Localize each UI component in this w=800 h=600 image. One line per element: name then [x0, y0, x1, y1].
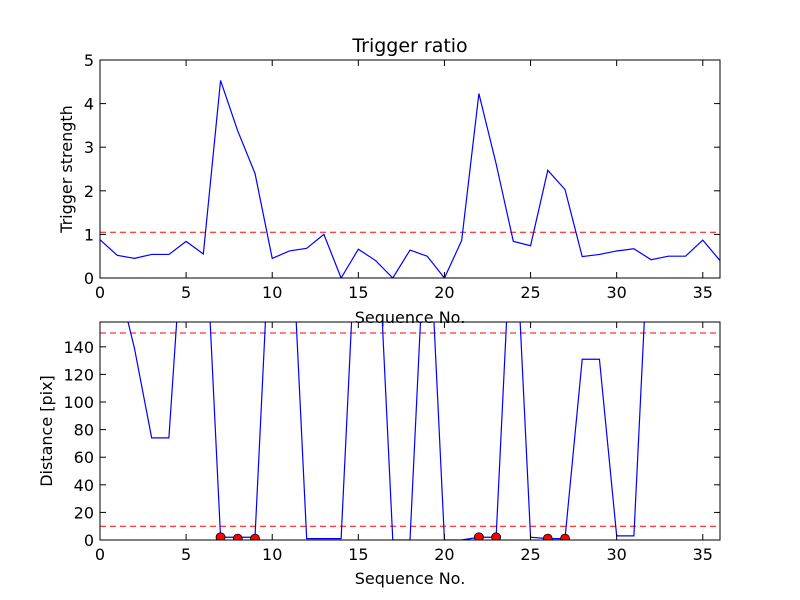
- top-x-axis-label: Sequence No.: [355, 308, 466, 327]
- bottom-match-marker: [473, 532, 484, 540]
- bottom-match-marker: [250, 533, 260, 540]
- bottom-match-marker: [560, 533, 570, 540]
- bottom-x-tick-label: 30: [606, 545, 626, 564]
- top-x-tick-label: 25: [520, 283, 540, 302]
- bottom-y-tick-label: 0: [84, 531, 94, 550]
- bottom-y-tick-label: 140: [63, 338, 94, 357]
- top-y-tick-label: 3: [84, 138, 94, 157]
- top-x-tick-label: 10: [262, 283, 282, 302]
- chart-title: Trigger ratio: [351, 35, 467, 57]
- top-plot: Trigger ratio 0 5 10 15 20 25 30 35 0 1 2 3 4 5 Seque…: [57, 35, 721, 327]
- top-y-tick-label: 2: [84, 182, 94, 201]
- bottom-y-tick-label: 80: [74, 421, 94, 440]
- bottom-x-tick-label: 35: [693, 545, 713, 564]
- bottom-x-tick-label: 20: [434, 545, 454, 564]
- bottom-x-tick-label: 5: [181, 545, 191, 564]
- bottom-y-tick-label: 100: [63, 393, 94, 412]
- bottom-plot: 0 5 10 15 20 25 30 35 0 20 40 60 80 100 120 140 Sequenc…: [37, 321, 721, 588]
- top-series-line: [100, 80, 720, 278]
- bottom-y-axis-label: Distance [pix]: [37, 375, 56, 487]
- bottom-match-marker: [491, 532, 502, 540]
- top-y-tick-label: 1: [84, 225, 94, 244]
- top-x-tick-label: 15: [348, 283, 368, 302]
- top-ticks: 0 5 10 15 20 25 30 35 0 1 2 3 4 5: [84, 51, 720, 302]
- bottom-match-marker: [232, 533, 243, 540]
- bottom-x-tick-label: 0: [95, 545, 105, 564]
- bottom-plot-area: [100, 322, 720, 540]
- bottom-y-tick-label: 40: [74, 476, 94, 495]
- bottom-y-tick-label: 20: [74, 503, 94, 522]
- bottom-ticks: 0 5 10 15 20 25 30 35 0 20 40 60 80 100 120 140: [63, 322, 720, 564]
- bottom-y-tick-label: 60: [74, 448, 94, 467]
- top-plot-area: [100, 80, 720, 278]
- top-x-tick-label: 0: [95, 283, 105, 302]
- top-axes-frame: [99, 59, 721, 279]
- bottom-y-tick-label: 120: [63, 365, 94, 384]
- bottom-x-tick-label: 25: [520, 545, 540, 564]
- bottom-series-line: [127, 322, 645, 540]
- top-x-tick-label: 35: [693, 283, 713, 302]
- top-y-tick-label: 0: [84, 269, 94, 288]
- top-x-tick-label: 20: [434, 283, 454, 302]
- top-y-tick-label: 4: [84, 95, 94, 114]
- bottom-x-axis-label: Sequence No.: [355, 569, 466, 588]
- bottom-match-marker: [542, 533, 553, 540]
- top-x-tick-label: 5: [181, 283, 191, 302]
- top-y-tick-label: 5: [84, 51, 94, 70]
- top-y-axis-label: Trigger strength: [57, 105, 76, 234]
- bottom-x-tick-label: 10: [262, 545, 282, 564]
- top-x-tick-label: 30: [606, 283, 626, 302]
- bottom-axes-frame: [99, 321, 721, 541]
- bottom-match-marker: [215, 532, 226, 540]
- bottom-x-tick-label: 15: [348, 545, 368, 564]
